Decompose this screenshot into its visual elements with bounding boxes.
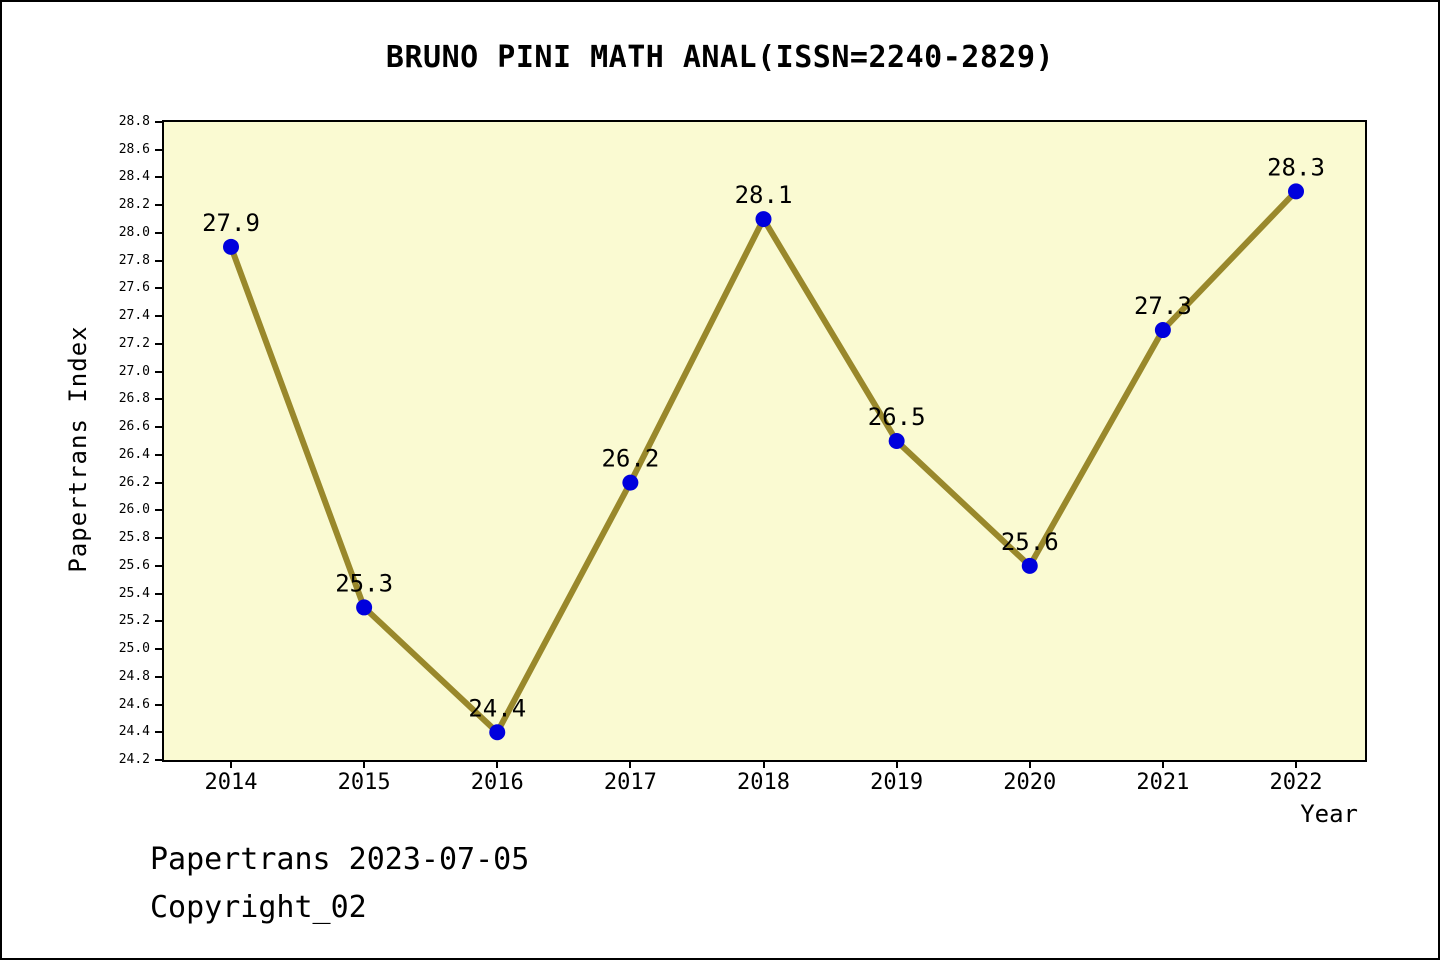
data-line <box>228 188 1299 736</box>
point-label-2022: 28.3 <box>1267 153 1325 181</box>
y-tick-mark <box>155 370 162 373</box>
point-label-2019: 26.5 <box>868 403 926 431</box>
y-tick-mark <box>155 537 162 540</box>
y-tick-26.2: 26.2 <box>118 474 150 490</box>
y-tick-28.4: 28.4 <box>118 169 150 185</box>
x-tick-2021: 2021 <box>1136 770 1190 795</box>
data-point-2015 <box>356 599 373 616</box>
y-tick-mark <box>155 426 162 429</box>
footer-date: Papertrans 2023-07-05 <box>150 842 530 877</box>
y-tick-mark <box>155 731 162 734</box>
x-tick-2017: 2017 <box>603 770 657 795</box>
y-tick-mark <box>155 648 162 651</box>
data-point-2014 <box>223 238 239 255</box>
plot-area: 27.9 25.3 24.4 26.2 28.1 26.5 25.6 27.3 28.3 <box>162 120 1367 762</box>
y-tick-24.4: 24.4 <box>118 724 150 740</box>
y-tick-mark <box>155 592 162 595</box>
y-tick-25.6: 25.6 <box>118 557 150 573</box>
y-tick-25.8: 25.8 <box>118 530 150 546</box>
y-tick-24.6: 24.6 <box>118 696 150 712</box>
y-tick-26.4: 26.4 <box>118 446 150 462</box>
y-tick-mark <box>155 759 162 761</box>
y-tick-25.0: 25.0 <box>118 641 150 657</box>
y-tick-mark <box>155 259 162 262</box>
x-tick-2019: 2019 <box>870 770 924 795</box>
y-tick-27.0: 27.0 <box>118 363 150 379</box>
x-tick-mark <box>762 762 765 768</box>
y-tick-mark <box>155 148 162 151</box>
y-tick-27.2: 27.2 <box>118 335 150 351</box>
y-tick-mark <box>155 453 162 456</box>
data-point-2016 <box>489 724 506 741</box>
y-tick-26.6: 26.6 <box>118 419 150 435</box>
point-label-2015: 25.3 <box>335 569 393 597</box>
x-tick-mark <box>1028 762 1031 768</box>
footer-copyright: Copyright_02 <box>150 890 367 925</box>
data-point-2020 <box>1021 557 1038 574</box>
x-tick-mark <box>1161 762 1164 768</box>
data-point-2021 <box>1154 322 1171 339</box>
y-tick-27.4: 27.4 <box>118 308 150 324</box>
y-tick-mark <box>155 315 162 318</box>
x-tick-mark <box>363 762 366 768</box>
x-tick-mark <box>629 762 632 768</box>
y-tick-mark <box>155 204 162 207</box>
y-tick-25.4: 25.4 <box>118 585 150 601</box>
x-tick-2022: 2022 <box>1269 770 1323 795</box>
x-tick-2014: 2014 <box>204 770 258 795</box>
point-label-2014: 27.9 <box>202 209 260 237</box>
data-point-2018 <box>755 211 772 228</box>
x-tick-2016: 2016 <box>470 770 524 795</box>
y-tick-mark <box>155 176 162 179</box>
data-point-2022 <box>1288 183 1304 200</box>
x-tick-mark <box>230 762 232 768</box>
point-label-2018: 28.1 <box>735 181 793 209</box>
x-tick-mark <box>895 762 898 768</box>
y-tick-mark <box>155 342 162 345</box>
y-tick-mark <box>155 620 162 623</box>
x-tick-2015: 2015 <box>337 770 391 795</box>
y-tick-24.2: 24.2 <box>118 752 150 767</box>
y-tick-27.6: 27.6 <box>118 280 150 296</box>
y-tick-24.8: 24.8 <box>118 668 150 684</box>
y-tick-mark <box>155 509 162 512</box>
y-tick-26.0: 26.0 <box>118 502 150 518</box>
point-label-2020: 25.6 <box>1001 528 1059 556</box>
y-tick-mark <box>155 703 162 706</box>
y-tick-mark <box>155 121 162 123</box>
x-tick-mark <box>496 762 499 768</box>
y-tick-mark <box>155 481 162 484</box>
data-point-2019 <box>888 433 905 449</box>
y-tick-26.8: 26.8 <box>118 391 150 407</box>
chart-title: BRUNO PINI MATH ANAL(ISSN=2240-2829) <box>385 40 1055 75</box>
x-tick-mark <box>1295 762 1297 768</box>
y-tick-mark <box>155 231 162 234</box>
chart-svg: 27.9 25.3 24.4 26.2 28.1 26.5 25.6 27.3 28.3 <box>202 153 1325 741</box>
point-label-2016: 24.4 <box>468 694 526 722</box>
point-label-2017: 26.2 <box>601 445 659 473</box>
x-tick-2018: 2018 <box>737 770 790 795</box>
y-tick-28.8: 28.8 <box>118 114 150 129</box>
y-tick-mark <box>155 564 162 567</box>
data-point-2017 <box>622 474 639 491</box>
y-tick-27.8: 27.8 <box>118 252 150 268</box>
y-tick-mark <box>155 675 162 678</box>
y-tick-28.6: 28.6 <box>118 141 150 157</box>
y-tick-mark <box>155 398 162 401</box>
x-axis-label: Year <box>1300 800 1358 828</box>
y-tick-28.2: 28.2 <box>118 197 150 213</box>
x-tick-2020: 2020 <box>1003 770 1057 795</box>
y-tick-25.2: 25.2 <box>118 613 150 629</box>
point-label-2021: 27.3 <box>1134 292 1192 320</box>
y-tick-mark <box>155 287 162 290</box>
y-tick-28.0: 28.0 <box>118 224 150 240</box>
